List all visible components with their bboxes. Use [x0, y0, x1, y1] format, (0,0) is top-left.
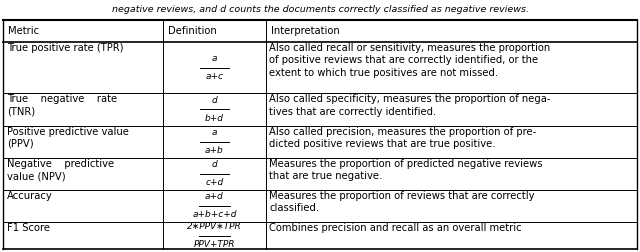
Text: a: a	[212, 128, 217, 137]
Text: Metric: Metric	[8, 26, 40, 36]
Text: Measures the proportion of reviews that are correctly
classified.: Measures the proportion of reviews that …	[269, 191, 535, 213]
Text: a: a	[212, 54, 217, 63]
Text: a+c: a+c	[205, 72, 223, 81]
Text: Measures the proportion of predicted negative reviews
that are true negative.: Measures the proportion of predicted neg…	[269, 159, 543, 181]
Text: a+d: a+d	[205, 192, 224, 201]
Text: Negative    predictive
value (NPV): Negative predictive value (NPV)	[7, 159, 114, 181]
Text: c+d: c+d	[205, 178, 223, 187]
Text: d: d	[212, 96, 217, 105]
Text: True positive rate (TPR): True positive rate (TPR)	[7, 43, 124, 53]
Text: Also called specificity, measures the proportion of nega-
tives that are correct: Also called specificity, measures the pr…	[269, 94, 551, 117]
Text: F1 Score: F1 Score	[7, 223, 50, 233]
Text: Accuracy: Accuracy	[7, 191, 52, 201]
Text: b+d: b+d	[205, 114, 224, 123]
Text: Positive predictive value
(PPV): Positive predictive value (PPV)	[7, 127, 129, 149]
Text: Also called recall or sensitivity, measures the proportion
of positive reviews t: Also called recall or sensitivity, measu…	[269, 43, 550, 78]
Text: a+b: a+b	[205, 146, 224, 155]
Text: Also called precision, measures the proportion of pre-
dicted positive reviews t: Also called precision, measures the prop…	[269, 127, 537, 149]
Text: PPV+TPR: PPV+TPR	[194, 240, 235, 249]
Text: negative reviews, and d counts the documents correctly classified as negative re: negative reviews, and d counts the docum…	[111, 6, 529, 14]
Text: 2∗PPV∗TPR: 2∗PPV∗TPR	[187, 222, 242, 231]
Text: True    negative    rate
(TNR): True negative rate (TNR)	[7, 94, 117, 117]
Text: a+b+c+d: a+b+c+d	[192, 210, 237, 219]
Text: Definition: Definition	[168, 26, 217, 36]
Text: d: d	[212, 160, 217, 169]
Text: Combines precision and recall as an overall metric: Combines precision and recall as an over…	[269, 223, 522, 233]
Text: Interpretation: Interpretation	[271, 26, 339, 36]
